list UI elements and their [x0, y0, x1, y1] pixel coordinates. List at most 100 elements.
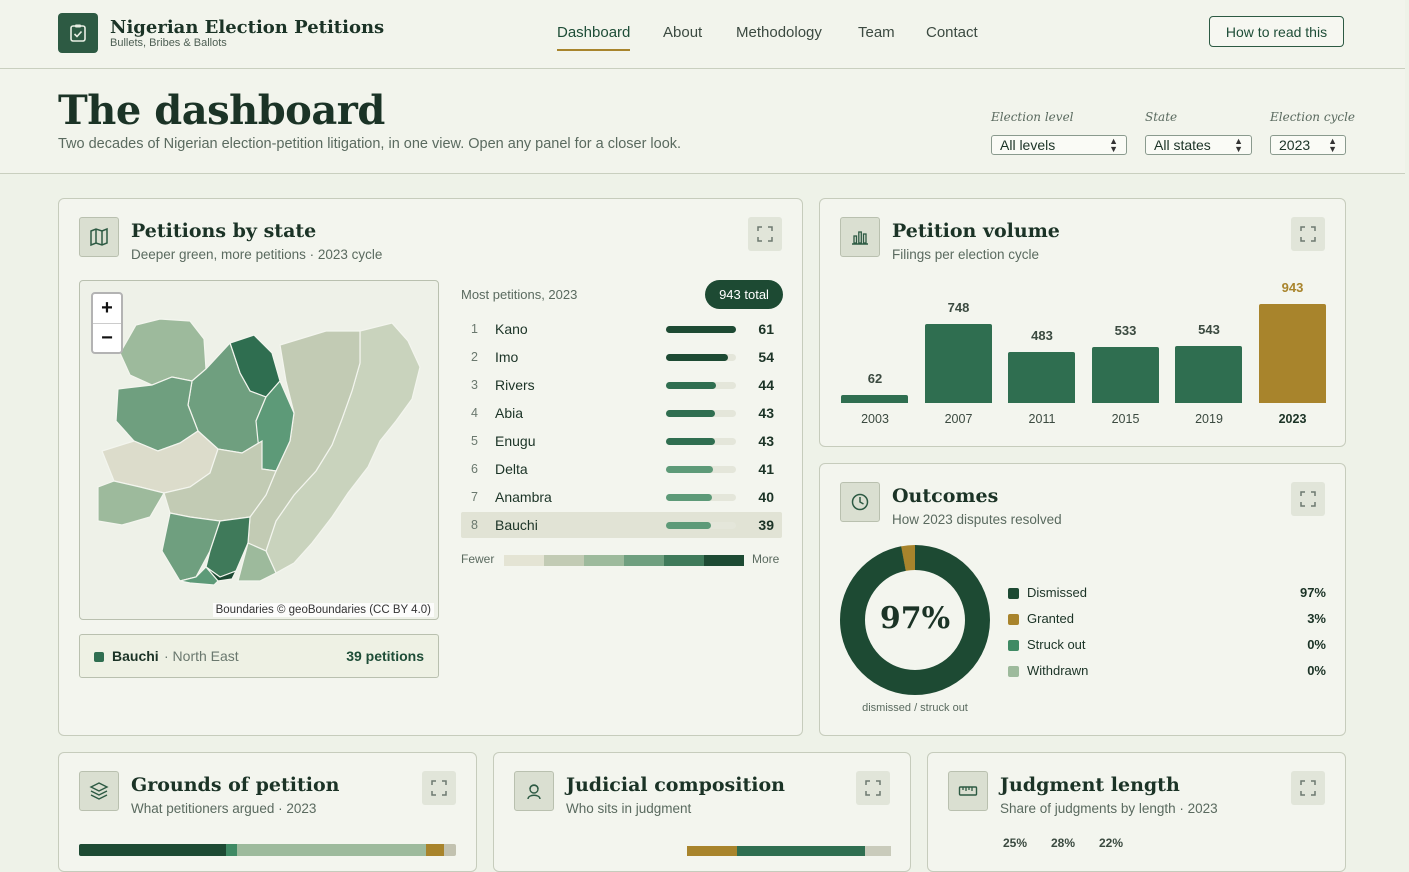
zoom-in-button[interactable]: + [93, 294, 121, 324]
petition-count: 44 [758, 377, 774, 393]
judicial-segment [687, 846, 737, 856]
legend-swatch [1008, 614, 1019, 625]
state-name: Anambra [495, 489, 552, 505]
rank-bar-fill [666, 382, 717, 389]
state-name: Kano [495, 321, 528, 337]
card-subtitle: Share of judgments by length · 2023 [1000, 801, 1218, 816]
volume-category-label: 2019 [1195, 412, 1223, 426]
selected-state-name: Bauchi [112, 648, 159, 664]
card-title: Petition volume [892, 220, 1060, 242]
rank-bar-track [666, 494, 736, 501]
legend-color-step [544, 555, 584, 566]
nav-methodology[interactable]: Methodology [736, 24, 822, 41]
ranking-row[interactable]: 6 Delta 41 [461, 456, 782, 482]
card-subtitle: Filings per election cycle [892, 247, 1040, 262]
expand-icon[interactable] [856, 771, 890, 805]
expand-icon[interactable] [1291, 217, 1325, 251]
ranking-row[interactable]: 8 Bauchi 39 [461, 512, 782, 538]
legend-swatch [1008, 666, 1019, 677]
volume-value-label: 748 [947, 300, 970, 316]
ranking-row[interactable]: 3 Rivers 44 [461, 372, 782, 398]
card-title: Grounds of petition [131, 774, 340, 796]
legend-low-label: Fewer [461, 552, 495, 566]
election-level-select[interactable]: All levels ▲ ▼ [991, 135, 1127, 155]
rank-bar-track [666, 466, 736, 473]
state-label: State [1145, 110, 1178, 124]
nav-about[interactable]: About [663, 24, 703, 41]
state-select[interactable]: All states ▲ ▼ [1145, 135, 1252, 155]
card-title: Petitions by state [131, 220, 317, 242]
how-to-read-button[interactable]: How to read this [1209, 16, 1344, 47]
volume-category-label: 2015 [1111, 412, 1140, 426]
ranking-row[interactable]: 1 Kano 61 [461, 316, 782, 342]
rank-bar-track [666, 438, 736, 445]
legend-high-label: More [752, 552, 780, 566]
judgment-length-card: Judgment length Share of judgments by le… [927, 752, 1346, 872]
brand-title[interactable]: Nigerian Election Petitions [110, 17, 385, 38]
ranking-row[interactable]: 4 Abia 43 [461, 400, 782, 426]
volume-bar[interactable] [924, 324, 992, 403]
nigeria-choropleth-map[interactable]: + − Boundaries © geoBoundaries (CC BY 4.… [79, 280, 439, 620]
zoom-out-button[interactable]: − [101, 327, 113, 349]
nav-dashboard[interactable]: Dashboard [557, 24, 631, 51]
rank-number: 8 [471, 518, 478, 532]
volume-value-label: 533 [1114, 323, 1137, 339]
volume-bar[interactable] [1258, 304, 1326, 403]
expand-icon[interactable] [1291, 482, 1325, 516]
donut-center-value: 97% [879, 601, 951, 636]
volume-bar[interactable] [1008, 352, 1075, 403]
judgment-length-value: 28% [1051, 836, 1076, 850]
legend-color-step [584, 555, 624, 566]
outcome-label: Dismissed [1027, 585, 1087, 600]
nav-team[interactable]: Team [858, 24, 895, 41]
map-attribution[interactable]: Boundaries © geoBoundaries (CC BY 4.0) [212, 603, 434, 617]
select-caret-icon: ▲ ▼ [1328, 136, 1337, 154]
outcome-label: Granted [1027, 611, 1074, 626]
rank-number: 2 [471, 350, 478, 364]
grounds-stacked-bar [79, 844, 456, 856]
ranking-row[interactable]: 5 Enugu 43 [461, 428, 782, 454]
nigeria-map-shapes[interactable] [80, 281, 439, 620]
expand-icon[interactable] [748, 217, 782, 251]
judgment-length-value: 25% [1003, 836, 1028, 850]
ranking-row[interactable]: 7 Anambra 40 [461, 484, 782, 510]
grounds-segment [444, 844, 456, 856]
card-subtitle: How 2023 disputes resolved [892, 512, 1062, 527]
donut-caption: dismissed / struck out [862, 702, 968, 714]
election-cycle-label: Election cycle [1270, 110, 1356, 124]
grounds-segment [426, 844, 444, 856]
outcome-legend-item: Dismissed 97% [1008, 583, 1326, 603]
brand-subtitle: Bullets, Bribes & Ballots [110, 37, 227, 49]
page-description: Two decades of Nigerian election-petitio… [58, 136, 682, 152]
total-badge: 943 total [705, 280, 783, 309]
petitions-by-state-card: Petitions by state Deeper green, more pe… [58, 198, 803, 736]
state-name: Rivers [495, 377, 535, 393]
outcome-legend-item: Withdrawn 0% [1008, 661, 1326, 681]
election-cycle-select[interactable]: 2023 ▲ ▼ [1270, 135, 1346, 155]
ranking-row[interactable]: 2 Imo 54 [461, 344, 782, 370]
select-caret-icon: ▲ ▼ [1109, 136, 1118, 154]
outcome-label: Struck out [1027, 637, 1086, 652]
rank-bar-track [666, 326, 736, 333]
layers-icon [79, 771, 119, 811]
clipboard-check-icon[interactable] [58, 13, 98, 53]
rank-number: 5 [471, 434, 478, 448]
rank-number: 7 [471, 490, 478, 504]
volume-bar[interactable] [1091, 347, 1159, 403]
volume-category-label: 2003 [861, 412, 889, 426]
outcome-value: 0% [1307, 637, 1326, 652]
donut-slice[interactable] [840, 545, 990, 695]
petition-count: 41 [758, 461, 774, 477]
state-name: Delta [495, 461, 528, 477]
volume-category-label: 2023 [1278, 412, 1307, 426]
volume-bar[interactable] [1175, 345, 1242, 403]
volume-bar[interactable] [841, 395, 908, 403]
election-level-label: Election level [991, 110, 1074, 124]
card-title: Judgment length [1000, 774, 1180, 796]
nav-contact[interactable]: Contact [926, 24, 978, 41]
expand-icon[interactable] [1291, 771, 1325, 805]
judicial-segment [737, 846, 865, 856]
expand-icon[interactable] [422, 771, 456, 805]
outcome-legend-item: Struck out 0% [1008, 635, 1326, 655]
card-title: Outcomes [892, 485, 999, 507]
